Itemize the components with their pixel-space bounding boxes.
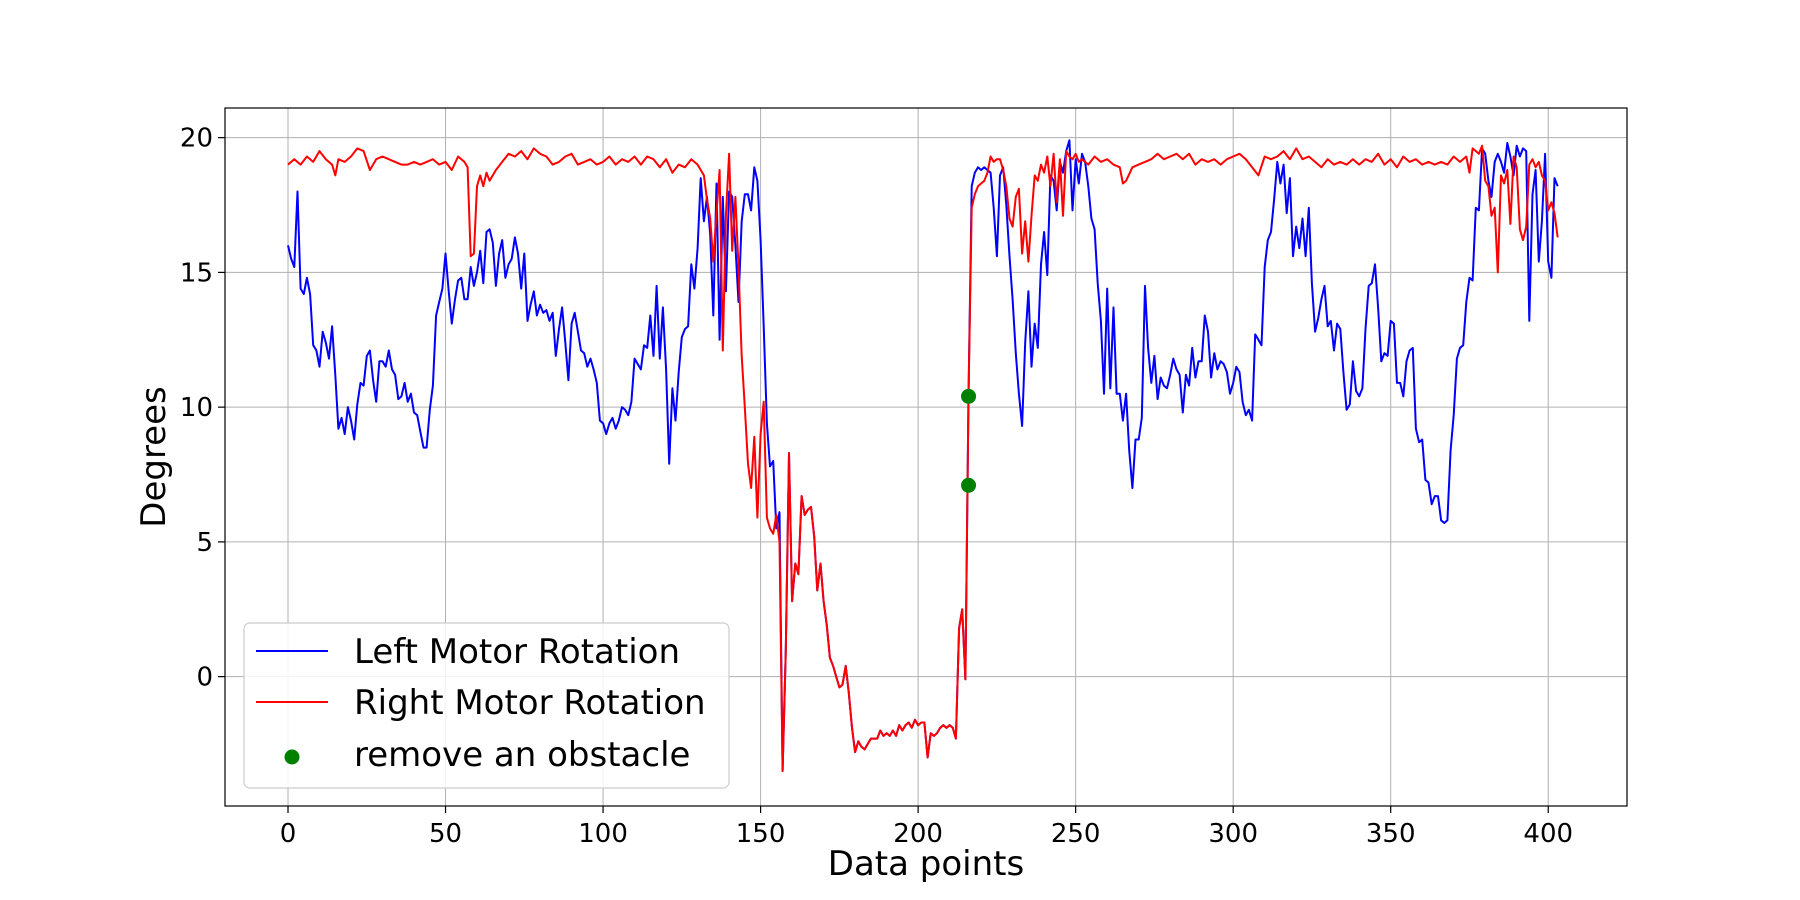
x-tick-label: 350 [1366, 819, 1416, 849]
plot-frame [224, 107, 1628, 807]
y-tick-label: 15 [180, 258, 213, 288]
legend-box [243, 622, 730, 789]
x-tick-label: 150 [736, 819, 786, 849]
x-axis-title: Data points [828, 844, 1024, 884]
legend-swatch-obstacle [284, 749, 300, 765]
x-tick-label: 400 [1523, 819, 1573, 849]
y-axis-title: Degrees [134, 386, 174, 527]
x-axis-ticks: 0 50 100 150 200 250 300 350 400 [280, 806, 1573, 849]
y-tick-label: 0 [196, 663, 213, 693]
x-tick-label: 50 [429, 819, 462, 849]
obstacle-markers [961, 388, 977, 493]
x-tick-label: 200 [893, 819, 943, 849]
y-tick-label: 20 [180, 124, 213, 154]
x-tick-label: 100 [578, 819, 628, 849]
legend-label-right-motor: Right Motor Rotation [354, 683, 706, 723]
legend: Left Motor Rotation Right Motor Rotation… [243, 622, 730, 789]
obstacle-marker-point [961, 477, 977, 493]
x-tick-label: 300 [1208, 819, 1258, 849]
y-axis-ticks: 0 5 10 15 20 [180, 124, 225, 693]
grid-lines [225, 108, 1627, 806]
x-tick-label: 0 [280, 819, 297, 849]
legend-label-left-motor: Left Motor Rotation [354, 632, 680, 672]
y-tick-label: 5 [196, 528, 213, 558]
series-line-right-motor [287, 144, 1559, 772]
y-tick-label: 10 [180, 393, 213, 423]
x-tick-label: 250 [1051, 819, 1101, 849]
obstacle-marker-point [961, 388, 977, 404]
series-lines [287, 139, 1559, 772]
legend-label-obstacle: remove an obstacle [354, 735, 690, 775]
